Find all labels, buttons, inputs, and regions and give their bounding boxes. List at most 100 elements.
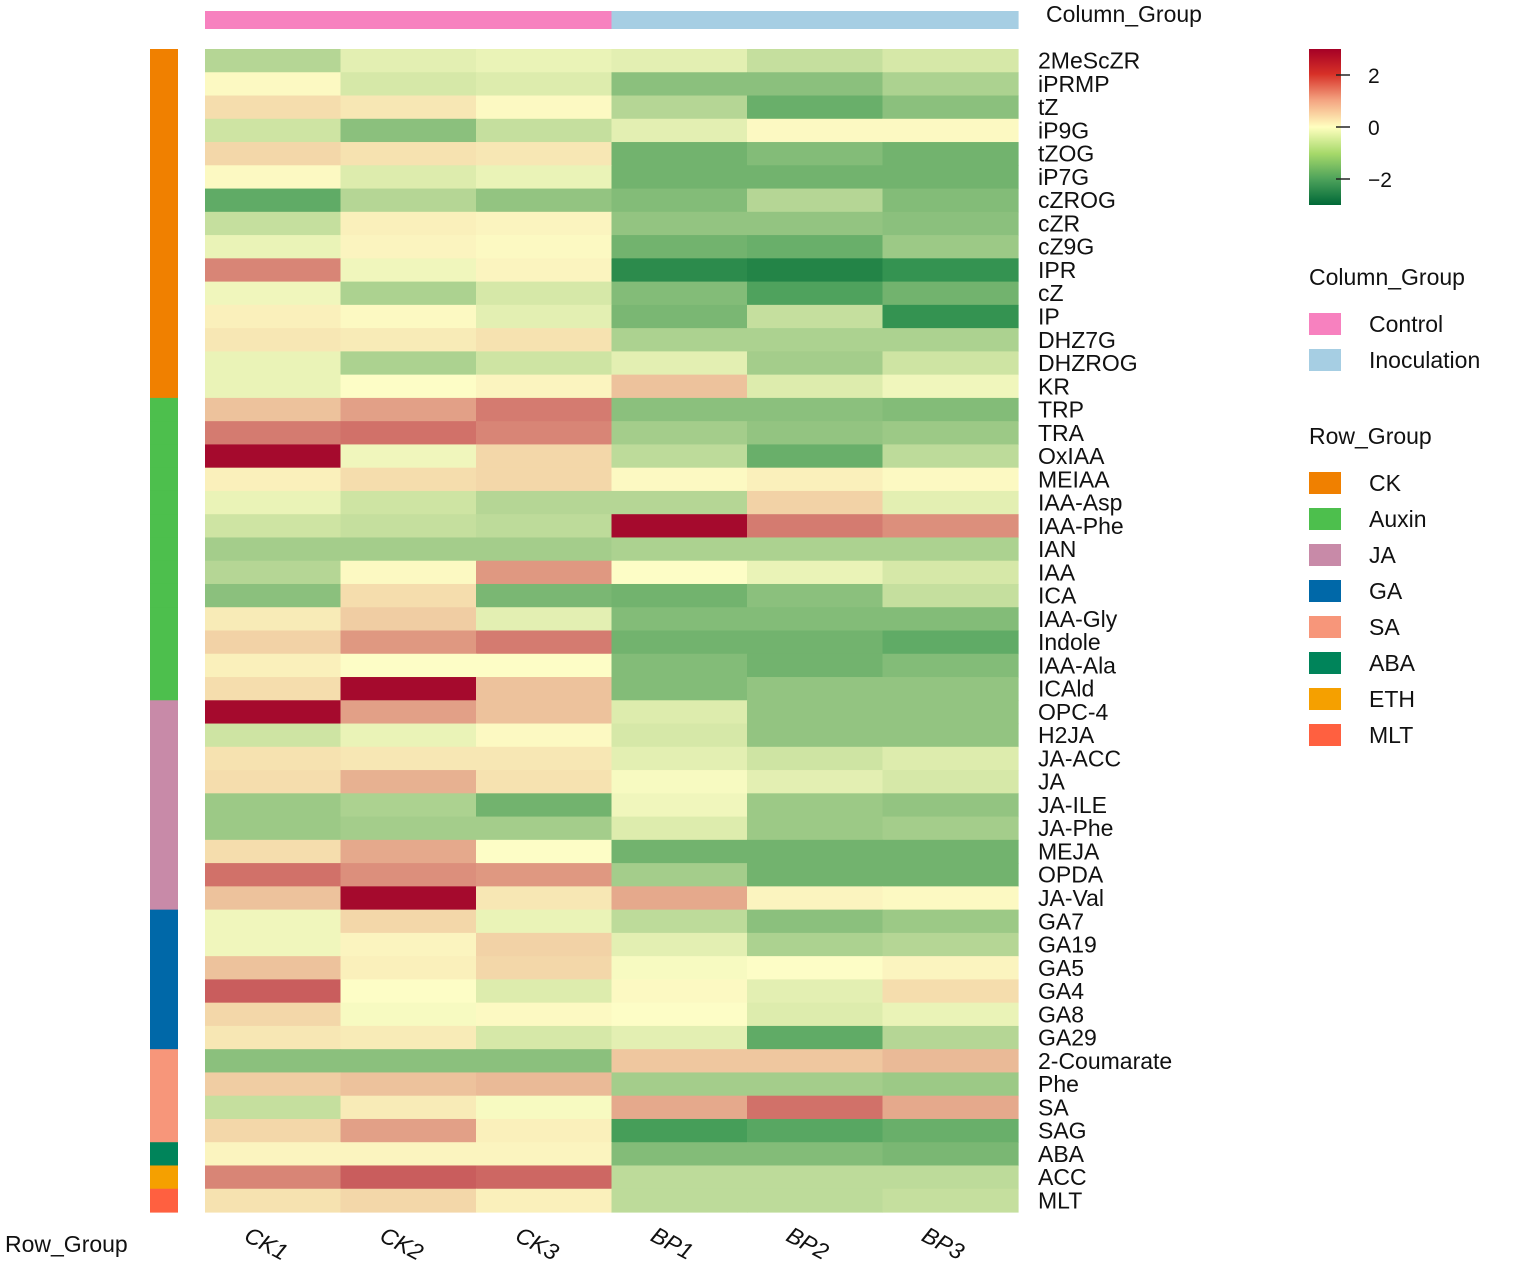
heatmap-cell: [747, 886, 884, 911]
heatmap-cell: [205, 979, 342, 1004]
heatmap-cell: [882, 793, 1019, 818]
row-label: GA19: [1038, 932, 1097, 958]
row-group-cell: [150, 1142, 178, 1167]
heatmap-cell: [205, 328, 342, 352]
heatmap-cell: [340, 514, 477, 539]
heatmap-cell: [882, 328, 1019, 352]
legend-label: GA: [1369, 578, 1403, 604]
row-group-cell: [150, 560, 178, 585]
heatmap-cell: [205, 1002, 342, 1027]
heatmap-cell: [611, 211, 748, 236]
heatmap-cell: [476, 1002, 613, 1027]
heatmap-cell: [611, 142, 748, 166]
heatmap-cell: [476, 1049, 613, 1074]
heatmap-cell: [611, 188, 748, 213]
row-label: TRA: [1038, 420, 1085, 446]
row-label: GA29: [1038, 1025, 1097, 1051]
heatmap-cell: [205, 258, 342, 283]
row-labels: 2MeScZRiPRMPtZiP9GtZOGiP7GcZROGcZRcZ9GIP…: [1038, 48, 1172, 1214]
heatmap-cell: [340, 258, 477, 283]
heatmap-cell: [747, 793, 884, 818]
heatmap-cell: [882, 444, 1019, 469]
heatmap-cell: [476, 956, 613, 980]
column-label: CK2: [376, 1221, 428, 1265]
legend-label: Inoculation: [1369, 347, 1480, 373]
heatmap-cell: [611, 328, 748, 352]
heatmap-cell: [747, 304, 884, 329]
heatmap-cell: [747, 118, 884, 143]
heatmap-cell: [340, 1049, 477, 1074]
row-group-cell: [150, 421, 178, 446]
legend-swatch: [1309, 313, 1341, 335]
heatmap-cell: [611, 444, 748, 469]
heatmap-cell: [205, 351, 342, 376]
row-group-cell: [150, 444, 178, 469]
heatmap-cell: [205, 1095, 342, 1120]
heatmap-cell: [205, 1049, 342, 1074]
row-label: cZROG: [1038, 187, 1116, 213]
heatmap-cell: [476, 1142, 613, 1167]
heatmap-cell: [476, 72, 613, 97]
row-group-cell: [150, 72, 178, 97]
row-group-cell: [150, 979, 178, 1004]
row-group-cell: [150, 1188, 178, 1213]
heatmap-cell: [340, 537, 477, 562]
legend-swatch: [1309, 544, 1341, 566]
row-label: cZ9G: [1038, 234, 1094, 260]
heatmap-cell: [205, 397, 342, 422]
heatmap-cell: [340, 1002, 477, 1027]
heatmap-cell: [205, 932, 342, 957]
row-group-cell: [150, 165, 178, 190]
column-label: BP2: [782, 1221, 833, 1264]
heatmap-cell: [611, 537, 748, 562]
heatmap-cell: [882, 142, 1019, 166]
row-label: JA-ILE: [1038, 792, 1107, 818]
heatmap-cell: [747, 444, 884, 469]
heatmap-cells: [205, 49, 1019, 1213]
row-label: JA-Phe: [1038, 815, 1113, 841]
heatmap-cell: [747, 537, 884, 562]
row-label: ACC: [1038, 1164, 1087, 1190]
heatmap-cell: [882, 281, 1019, 306]
column-group-cell: [611, 11, 748, 29]
column-group-cell: [882, 11, 1019, 29]
heatmap-cell: [340, 1025, 477, 1050]
heatmap-cell: [340, 863, 477, 887]
heatmap-cell: [340, 72, 477, 97]
heatmap-cell: [611, 1025, 748, 1050]
heatmap-cell: [747, 653, 884, 678]
heatmap-cell: [205, 630, 342, 655]
heatmap-cell: [340, 304, 477, 329]
heatmap-cell: [476, 1072, 613, 1097]
heatmap-cell: [747, 1165, 884, 1190]
heatmap-cell: [340, 467, 477, 492]
heatmap-cell: [205, 909, 342, 934]
row-label: TRP: [1038, 397, 1084, 423]
heatmap-cell: [205, 165, 342, 190]
row-label: SAG: [1038, 1118, 1087, 1144]
heatmap-cell: [340, 374, 477, 399]
row-group-cell: [150, 630, 178, 655]
heatmap-cell: [205, 1188, 342, 1213]
row-label: 2-Coumarate: [1038, 1048, 1172, 1074]
row-group-cell: [150, 304, 178, 329]
row-label: 2MeScZR: [1038, 48, 1140, 74]
heatmap-cell: [882, 746, 1019, 771]
heatmap-cell: [476, 560, 613, 585]
row-group-cell: [150, 607, 178, 632]
heatmap-cell: [882, 560, 1019, 585]
heatmap-cell: [882, 1142, 1019, 1167]
heatmap-cell: [747, 677, 884, 701]
heatmap-cell: [747, 1118, 884, 1143]
heatmap-cell: [476, 235, 613, 259]
heatmap-cell: [340, 188, 477, 213]
heatmap-cell: [476, 932, 613, 957]
heatmap-cell: [205, 211, 342, 236]
legend-label: SA: [1369, 614, 1400, 640]
heatmap-cell: [205, 607, 342, 632]
heatmap-cell: [747, 72, 884, 97]
heatmap-cell: [882, 932, 1019, 957]
heatmap-cell: [611, 1165, 748, 1190]
heatmap-cell: [476, 979, 613, 1004]
column-group-cell: [747, 11, 884, 29]
